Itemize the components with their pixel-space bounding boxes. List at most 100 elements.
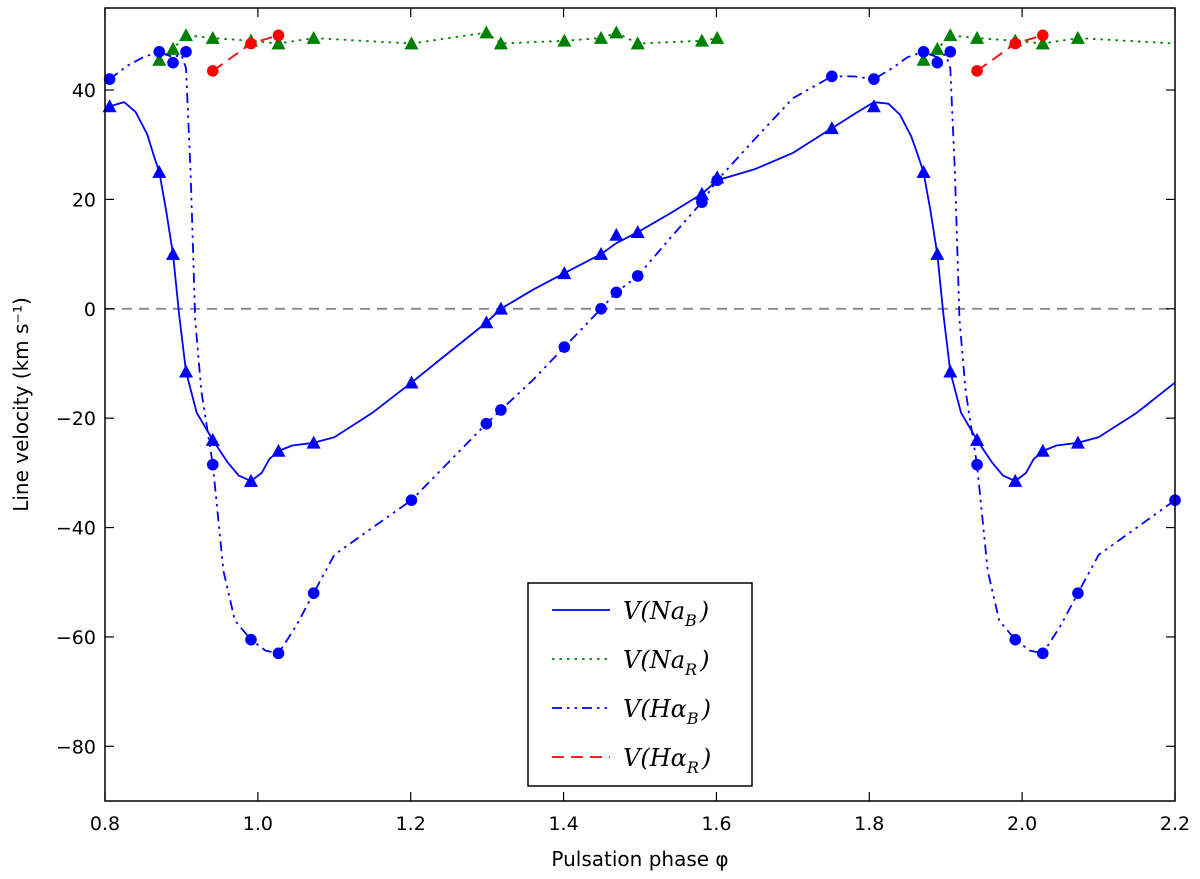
y-tick-label: −60 [56,627,96,649]
data-point [558,341,571,353]
data-point [609,227,624,241]
data-point [206,458,219,471]
data-point [480,417,493,430]
data-point [610,286,623,299]
data-point [943,28,958,42]
data-point [1072,587,1084,599]
data-point [1070,30,1085,44]
data-point [306,30,321,44]
y-tick-label: 0 [84,299,96,321]
data-point [272,29,285,42]
data-point [243,473,258,487]
series-line [212,34,279,72]
series-line [158,31,718,61]
data-point [930,41,945,55]
x-tick-label: 2.2 [1160,813,1190,835]
plot-frame [104,7,1176,802]
legend: V(NaB) V(NaR) V(HαB) V(HαR) [527,582,753,787]
data-point [1035,443,1050,457]
data-point [179,364,194,378]
data-point [152,164,167,178]
data-point [102,99,117,113]
data-point [153,45,166,58]
data-point [868,73,880,85]
y-tick-label: −20 [56,408,96,430]
data-point [306,435,321,449]
series-line [922,34,1176,61]
data-point [205,432,220,446]
data-point [866,99,881,113]
data-point [971,65,983,77]
data-point [493,36,508,50]
data-point [404,375,419,389]
data-point [971,458,983,471]
series-line [109,50,1176,655]
data-point [931,56,944,69]
data-point [167,56,179,69]
data-point [479,315,494,329]
data-point [970,30,985,44]
data-point [404,36,419,50]
data-point [152,52,167,66]
data-point [166,41,181,55]
series-line [976,34,1044,72]
data-point [405,494,418,507]
data-point [710,30,725,44]
series-1 [152,25,1176,66]
data-point [930,246,945,260]
y-tick-label: 40 [72,80,96,102]
data-point [493,301,508,315]
data-point [245,37,257,50]
data-point [557,266,572,280]
data-point [595,302,607,315]
data-point [711,174,723,187]
legend-label: V(HαR) [623,744,711,777]
data-point [944,45,957,58]
data-point [916,52,931,66]
data-point [206,65,219,77]
series-3 [206,29,1049,77]
x-tick-label: 1.8 [854,813,884,835]
data-point [630,225,645,239]
data-point [826,70,838,83]
data-point [205,30,220,44]
data-point [630,36,645,50]
y-tick-label: −40 [56,518,96,540]
data-point [631,270,644,282]
data-point [970,432,985,446]
data-point [1009,633,1022,646]
data-point [696,196,708,208]
x-tick-label: 1.6 [701,813,731,835]
x-tick-label: 1.0 [243,813,273,835]
data-point [1035,36,1050,50]
series-0 [102,99,1176,487]
data-point [694,33,709,47]
series-layer [102,25,1181,660]
y-tick-label: −80 [56,736,96,758]
legend-label: V(NaR) [623,646,709,679]
y-tick-label: 20 [72,189,96,211]
data-point [916,164,931,178]
legend-label: V(HαB) [623,695,711,728]
data-point [1008,473,1023,487]
data-point [307,587,320,599]
data-point [557,33,572,47]
legend-box [527,582,753,787]
data-point [917,45,930,58]
data-point [180,45,192,58]
data-point [103,73,116,85]
data-point [179,28,194,42]
x-tick-label: 2.0 [1007,813,1037,835]
tick-layer: 0.8 1.0 1.2 1.4 1.6 1.8 2.0 2.2 −80 −60 −40 −20 0 20 4… [56,8,1190,835]
data-point [609,25,624,39]
x-tick-label: 1.2 [396,813,426,835]
data-point [943,364,958,378]
x-axis-label: Pulsation phase φ [551,847,728,871]
data-point [594,30,609,44]
data-point [1036,29,1049,42]
data-point [271,36,286,50]
data-point [824,121,839,135]
legend-label: V(NaB) [623,597,709,630]
x-tick-label: 1.4 [548,813,578,835]
